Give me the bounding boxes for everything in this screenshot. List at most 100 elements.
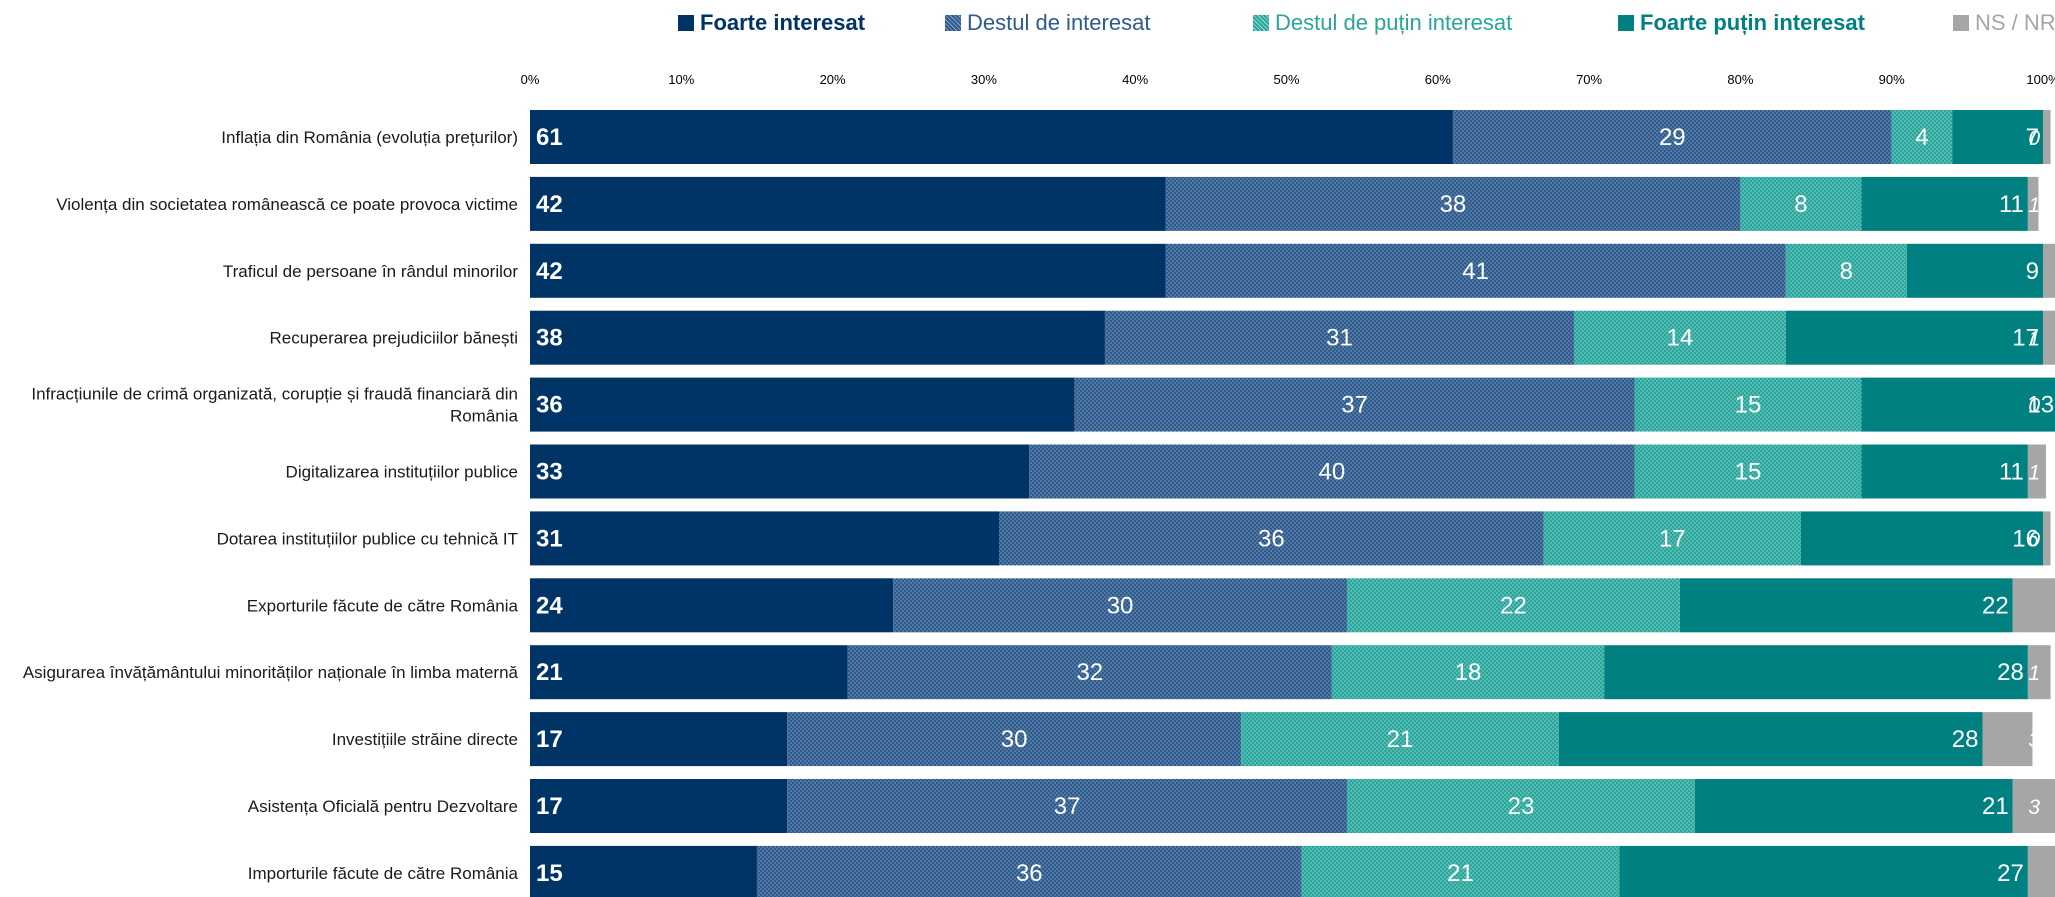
legend-item: NS / NR (1953, 10, 2055, 36)
x-tick-label: 30% (971, 72, 997, 87)
data-label: 1 (2028, 194, 2040, 217)
bar-segment (1604, 645, 2028, 700)
data-label: 31 (1326, 325, 1353, 352)
data-label: 22 (1500, 592, 1527, 619)
bar-segment (1785, 243, 1907, 298)
legend-label: NS / NR (1975, 10, 2055, 35)
bar-segment (1800, 511, 2043, 566)
x-tick-label: 0% (521, 72, 540, 87)
category-label: Inflația din România (evoluția prețurilo… (221, 128, 518, 147)
x-tick-label: 80% (1727, 72, 1753, 87)
bar-segment (1740, 176, 1862, 231)
bar-segment (1861, 377, 2055, 432)
legend-swatch (945, 15, 961, 31)
data-label: 36 (1016, 860, 1043, 887)
data-label: 41 (1462, 258, 1489, 285)
bar-segment (2027, 645, 2051, 700)
bar-segment (2012, 779, 2055, 833)
data-label: 4 (1915, 124, 1928, 151)
category-label: Traficul de persoane în rândul minorilor (223, 262, 518, 281)
data-label: 28 (1997, 659, 2024, 686)
data-label: 17 (2012, 325, 2039, 352)
bar-segment (1331, 645, 1605, 700)
category-label: Recuperarea prejudiciilor bănești (269, 329, 518, 348)
category-label: Asistența Oficială pentru Dezvoltare (248, 797, 518, 816)
data-label: 42 (536, 191, 563, 218)
bar-segment (1347, 779, 1696, 833)
bar-segment (756, 845, 1302, 897)
data-label: 29 (1659, 124, 1686, 151)
legend-item: Foarte interesat (678, 10, 865, 36)
x-tick-label: 10% (668, 72, 694, 87)
data-label: 27 (1997, 860, 2024, 887)
chart-legend: Foarte interesat Destul de interesat Destu… (0, 10, 2055, 40)
category-label: Asigurarea învățământului minorităților … (23, 663, 519, 682)
data-label: 30 (1001, 726, 1028, 753)
data-label: 21 (1982, 793, 2009, 820)
data-label: 38 (1440, 191, 1467, 218)
bar-segment (893, 578, 1348, 633)
bar-segment (1301, 845, 1620, 897)
data-label: 17 (536, 793, 563, 820)
bar-segment (787, 712, 1242, 767)
legend-label: Destul de puțin interesat (1275, 10, 1513, 35)
bar-segment (530, 645, 848, 700)
data-label: 8 (1794, 191, 1807, 218)
legend-swatch (1953, 15, 1969, 31)
bar-segment (530, 377, 1075, 432)
data-label: 38 (536, 325, 563, 352)
data-label: 11 (1999, 191, 2024, 218)
bar-segment (1891, 110, 1953, 164)
data-label: 42 (536, 258, 563, 285)
data-label: 40 (1319, 459, 1346, 486)
bar-segment (1558, 712, 1983, 767)
data-label: 37 (1054, 793, 1081, 820)
bar-segment (1861, 176, 2028, 231)
data-label: 15 (536, 860, 563, 887)
legend-swatch (678, 15, 694, 31)
legend-label: Foarte puțin interesat (1640, 10, 1865, 35)
data-label: 21 (1447, 860, 1474, 887)
bar-segment (530, 110, 1453, 164)
data-label: 3 (2028, 796, 2040, 819)
bar-segment (1982, 712, 2033, 767)
legend-item: Destul de interesat (945, 10, 1150, 36)
data-label: 13 (2027, 392, 2054, 419)
bar-segment (2043, 243, 2055, 298)
data-label: 33 (536, 459, 563, 486)
data-label: 30 (1107, 592, 1134, 619)
bar-segment (1785, 310, 2043, 365)
bar-segment (1165, 243, 1786, 298)
bar-segment (1861, 444, 2028, 499)
bar-segment (1573, 310, 1786, 365)
legend-swatch (1253, 15, 1269, 31)
data-label: 36 (536, 392, 563, 419)
category-label: Infracțiunile de crimă organizată, corup… (31, 385, 518, 426)
x-tick-label: 70% (1576, 72, 1602, 87)
bar-segment (530, 511, 1000, 566)
data-label: 32 (1076, 659, 1103, 686)
data-label: 11 (1999, 459, 2024, 486)
data-label: 24 (536, 592, 563, 619)
bar-segment (1634, 444, 1862, 499)
data-label: 61 (536, 124, 563, 151)
legend-item: Destul de puțin interesat (1253, 10, 1512, 36)
data-label: 18 (1455, 659, 1482, 686)
bar-segment (2027, 444, 2047, 499)
legend-label: Destul de interesat (967, 10, 1151, 35)
x-tick-label: 20% (820, 72, 846, 87)
category-label: Violența din societatea românească ce po… (56, 195, 518, 214)
category-label: Digitalizarea instituțiilor publice (286, 463, 518, 482)
data-label: 7 (2026, 124, 2039, 151)
bar-segment (530, 176, 1166, 231)
x-tick-label: 100% (2026, 72, 2055, 87)
bar-segment (1452, 110, 1892, 164)
data-label: 14 (1667, 325, 1694, 352)
x-tick-label: 50% (1273, 72, 1299, 87)
legend-swatch (1618, 15, 1634, 31)
bar-segment (2043, 511, 2051, 566)
bar-segment (530, 578, 894, 633)
bar-segment (2043, 110, 2051, 164)
data-label: 36 (1258, 525, 1285, 552)
bar-segment (1679, 578, 2013, 633)
